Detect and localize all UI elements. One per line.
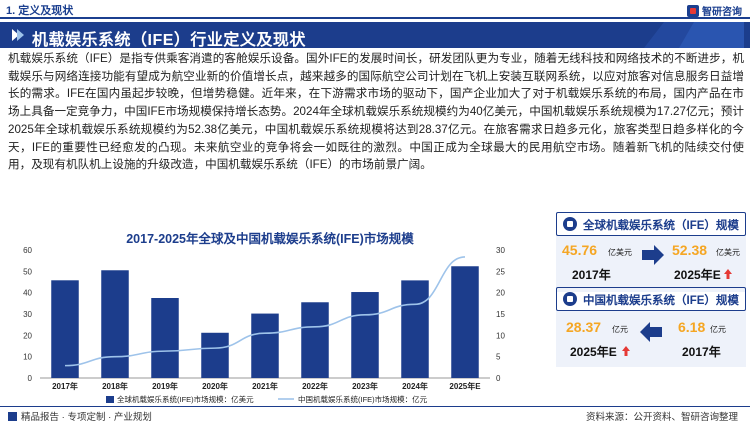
x-tick-label: 2022年: [302, 381, 328, 391]
global-right-year: 2025年E: [674, 268, 721, 282]
section-title: 1. 定义及现状: [6, 5, 74, 17]
y-left-tick-label: 30: [23, 310, 32, 319]
y-right-tick-label: 25: [496, 267, 505, 276]
footer-tagline: 精品报告 · 专项定制 · 产业规划: [8, 409, 152, 421]
global-left-value: 45.76: [562, 242, 598, 258]
legend-label-bar: 全球机载娱乐系统(IFE)市场规模：亿美元: [117, 394, 254, 404]
china-left-value: 28.37: [566, 319, 602, 335]
bar-global: [201, 332, 229, 378]
y-right-tick-label: 10: [496, 331, 505, 340]
y-left-tick-label: 60: [23, 246, 32, 255]
china-right-unit: 亿元: [710, 325, 726, 334]
global-card-body: 45.76 亿美元 2017年 52.38 亿美元 2025年E: [556, 236, 746, 292]
y-right-tick-label: 0: [496, 374, 501, 383]
china-card-title: 中国机载娱乐系统（IFE）规模: [583, 295, 739, 307]
y-left-tick-label: 0: [28, 374, 33, 383]
bar-global: [301, 302, 329, 378]
bar-global: [401, 280, 429, 378]
china-card-header: 中国机载娱乐系统（IFE）规模: [556, 287, 746, 311]
y-left-tick-label: 20: [23, 331, 32, 340]
line-china: [64, 256, 466, 367]
footer-divider: [0, 406, 750, 407]
global-left-year: 2017年: [572, 268, 611, 282]
market-size-chart: 0 10 20 30 40 50 60 0 5 10 15 20 25 30 2017年 2018年 2019年…: [23, 246, 505, 404]
x-tick-label: 2021年: [252, 381, 278, 391]
description-paragraph: 机载娱乐系统（IFE）是指专供乘客消遣的客舱娱乐设备。国外IFE的发展时间长，研…: [8, 52, 744, 172]
bar-global: [101, 270, 129, 378]
source-note: 资料来源：公开资料、智研咨询整理: [585, 412, 738, 421]
y-right-tick-label: 20: [496, 289, 505, 298]
x-tick-label: 2023年: [352, 381, 378, 391]
bar-global: [151, 298, 179, 378]
flag-icon: [563, 292, 577, 306]
bar-global: [351, 292, 379, 378]
x-tick-label: 2019年: [152, 381, 178, 391]
chart-title: 2017-2025年全球及中国机载娱乐系统(IFE)市场规模: [126, 232, 414, 246]
bar-global: [251, 313, 279, 378]
china-left-unit: 亿元: [612, 325, 628, 334]
y-right-tick-label: 5: [496, 353, 501, 362]
x-tick-label: 2017年: [52, 381, 78, 391]
china-right-year: 2017年: [682, 345, 721, 359]
x-tick-label: 2018年: [102, 381, 128, 391]
global-right-value: 52.38: [672, 242, 708, 258]
globe-icon: [563, 217, 577, 231]
global-left-unit: 亿美元: [608, 248, 632, 257]
global-right-unit: 亿美元: [716, 248, 740, 257]
global-card-title: 全球机载娱乐系统（IFE）规模: [583, 220, 739, 232]
legend-label-line: 中国机载娱乐系统(IFE)市场规模：亿元: [298, 394, 428, 404]
brand-logo-text: 智研咨询: [702, 7, 742, 18]
y-right-tick-label: 15: [496, 310, 505, 319]
brand-logo: 智研咨询: [687, 3, 742, 18]
top-bar: 1. 定义及现状 智研咨询: [0, 0, 750, 20]
page-title: 机载娱乐系统（IFE）行业定义及现状: [32, 32, 306, 49]
x-tick-label: 2025年E: [449, 381, 481, 391]
y-left-tick-label: 10: [23, 353, 32, 362]
bar-global: [51, 280, 79, 378]
china-right-value: 6.18: [678, 319, 706, 335]
brand-logo-icon: [687, 4, 699, 17]
global-card-header: 全球机载娱乐系统（IFE）规模: [556, 212, 746, 236]
arrow-right-icon: [642, 245, 664, 265]
square-icon: [8, 411, 17, 421]
bar-global: [451, 266, 479, 378]
up-arrow-icon: [724, 269, 732, 279]
x-tick-label: 2020年: [202, 381, 228, 391]
y-left-tick-label: 40: [23, 289, 32, 298]
legend-swatch-bar: [106, 396, 114, 403]
y-left-tick-label: 50: [23, 267, 32, 276]
china-size-card: 中国机载娱乐系统（IFE）规模 28.37 亿元 2025年E 6.18 亿元 …: [556, 287, 746, 367]
china-card-body: 28.37 亿元 2025年E 6.18 亿元 2017年: [556, 311, 746, 367]
x-tick-label: 2024年: [402, 381, 428, 391]
top-divider: [0, 17, 750, 19]
up-arrow-icon: [622, 346, 630, 356]
arrow-left-icon: [640, 322, 662, 342]
banner-decoration: [644, 22, 744, 48]
y-right-tick-label: 30: [496, 246, 505, 255]
footer-tagline-text: 精品报告 · 专项定制 · 产业规划: [21, 412, 152, 421]
china-left-year: 2025年E: [570, 345, 617, 359]
global-size-card: 全球机载娱乐系统（IFE）规模 45.76 亿美元 2017年 52.38 亿美…: [556, 212, 746, 292]
title-banner: 机载娱乐系统（IFE）行业定义及现状: [0, 22, 750, 49]
chevron-right-icon: [12, 29, 24, 41]
